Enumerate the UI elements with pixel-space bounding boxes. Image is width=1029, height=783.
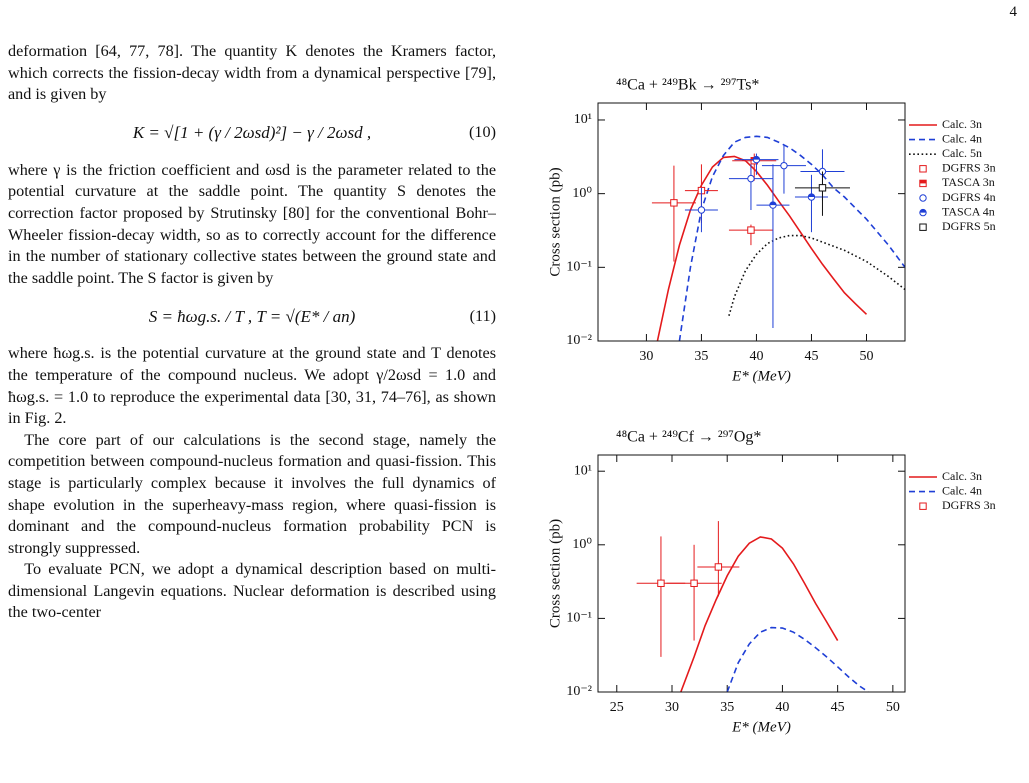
marker-fill	[769, 201, 777, 206]
data-point	[769, 201, 777, 209]
legend-marker	[919, 179, 927, 188]
x-tick-label: 45	[831, 700, 845, 715]
legend-label: Calc. 5n	[942, 146, 982, 160]
x-tick-label: 40	[749, 349, 763, 364]
page-number: 4	[1009, 4, 1018, 20]
chart-title: ⁴⁸Ca + ²⁴⁹Cf → ²⁹⁷Og*	[616, 429, 761, 446]
y-tick-label: 10¹	[574, 112, 592, 127]
x-tick-label: 30	[639, 349, 653, 364]
equation-number: (10)	[469, 122, 496, 141]
data-point	[747, 226, 755, 234]
y-axis-label: Cross section (pb)	[547, 167, 563, 276]
plot-area	[636, 521, 870, 692]
legend-label: TASCA 4n	[942, 204, 995, 218]
legend-marker	[919, 194, 927, 202]
marker-outline	[670, 199, 678, 207]
marker-outline	[919, 165, 927, 173]
curve	[728, 234, 905, 316]
x-axis-label: E* (MeV)	[731, 719, 791, 735]
data-point	[697, 206, 706, 214]
curve	[678, 135, 905, 341]
x-tick-label: 35	[720, 700, 734, 715]
data-point	[780, 161, 788, 170]
curve	[726, 626, 870, 692]
legend-label: Calc. 3n	[942, 469, 982, 483]
legend-label: Calc. 4n	[942, 483, 982, 497]
data-point	[807, 193, 816, 201]
legend-marker	[919, 208, 927, 217]
x-tick-label: 40	[775, 700, 789, 715]
equation-number: (11)	[469, 306, 496, 325]
legend-label: TASCA 3n	[942, 175, 995, 189]
y-tick-label: 10¹	[574, 463, 592, 478]
marker-fill	[919, 209, 927, 213]
y-tick-label: 10⁰	[572, 186, 592, 201]
marker-outline	[919, 223, 927, 231]
marker-outline	[657, 579, 665, 587]
data-point	[670, 199, 678, 207]
plot-frame	[597, 454, 906, 693]
plot-frame	[597, 102, 906, 342]
equation-expression: K = √[1 + (γ / 2ωsd)²] − γ / 2ωsd ,	[132, 122, 372, 142]
marker-outline	[919, 194, 927, 202]
equation: S = ħωg.s. / T , T = √(E* / an) (11)	[8, 289, 496, 343]
marker-outline	[714, 563, 723, 571]
legend-marker	[919, 165, 927, 173]
paragraph: The core part of our calculations is the…	[8, 430, 496, 557]
legend-label: DGFRS 5n	[942, 219, 996, 233]
marker-outline	[919, 502, 927, 510]
data-point	[657, 579, 665, 587]
y-tick-label: 10⁻¹	[566, 611, 592, 626]
legend-marker	[919, 502, 927, 510]
marker-outline	[690, 579, 698, 587]
legend-label: Calc. 4n	[942, 131, 982, 145]
legend-marker	[919, 223, 927, 231]
equation-expression: S = ħωg.s. / T , T = √(E* / an)	[148, 306, 356, 326]
marker-fill	[919, 180, 927, 184]
x-tick-label: 30	[665, 700, 679, 715]
text-column: deformation [64, 77, 78]. The quantity K…	[8, 41, 496, 783]
plot-area	[651, 135, 905, 341]
y-tick-label: 10⁻²	[566, 684, 592, 699]
y-tick-label: 10⁻¹	[566, 260, 592, 275]
x-tick-label: 45	[804, 349, 818, 364]
x-tick-label: 35	[694, 349, 708, 364]
marker-outline	[697, 206, 706, 214]
data-point	[818, 184, 827, 192]
y-tick-label: 10⁻²	[566, 333, 592, 348]
data-point	[747, 174, 755, 183]
x-tick-label: 25	[610, 700, 624, 715]
paragraph: deformation [64, 77, 78]. The quantity K…	[8, 42, 496, 104]
y-tick-label: 10⁰	[572, 537, 592, 552]
legend-label: Calc. 3n	[942, 117, 982, 131]
paragraph: To evaluate PCN, we adopt a dynamical de…	[8, 560, 496, 622]
paragraph: where γ is the friction coefficient and …	[8, 160, 496, 287]
marker-fill	[753, 156, 760, 160]
legend-label: DGFRS 3n	[942, 498, 996, 512]
marker-outline	[818, 184, 827, 192]
marker-fill	[808, 193, 815, 198]
marker-outline	[747, 174, 755, 183]
x-tick-label: 50	[886, 700, 900, 715]
chart-title: ⁴⁸Ca + ²⁴⁹Bk → ²⁹⁷Ts*	[616, 77, 759, 94]
paragraph: where ħωg.s. is the potential curvature …	[8, 344, 496, 428]
x-tick-label: 50	[859, 349, 873, 364]
legend-label: DGFRS 4n	[942, 190, 996, 204]
data-point	[752, 155, 761, 164]
data-point	[714, 563, 723, 571]
x-axis-label: E* (MeV)	[731, 368, 791, 384]
data-point	[690, 579, 698, 587]
marker-outline	[780, 161, 788, 170]
equation: K = √[1 + (γ / 2ωsd)²] − γ / 2ωsd , (10)	[8, 106, 496, 160]
legend-label: DGFRS 3n	[942, 161, 996, 175]
curve	[680, 536, 839, 692]
marker-outline	[747, 226, 755, 234]
y-axis-label: Cross section (pb)	[547, 519, 563, 628]
